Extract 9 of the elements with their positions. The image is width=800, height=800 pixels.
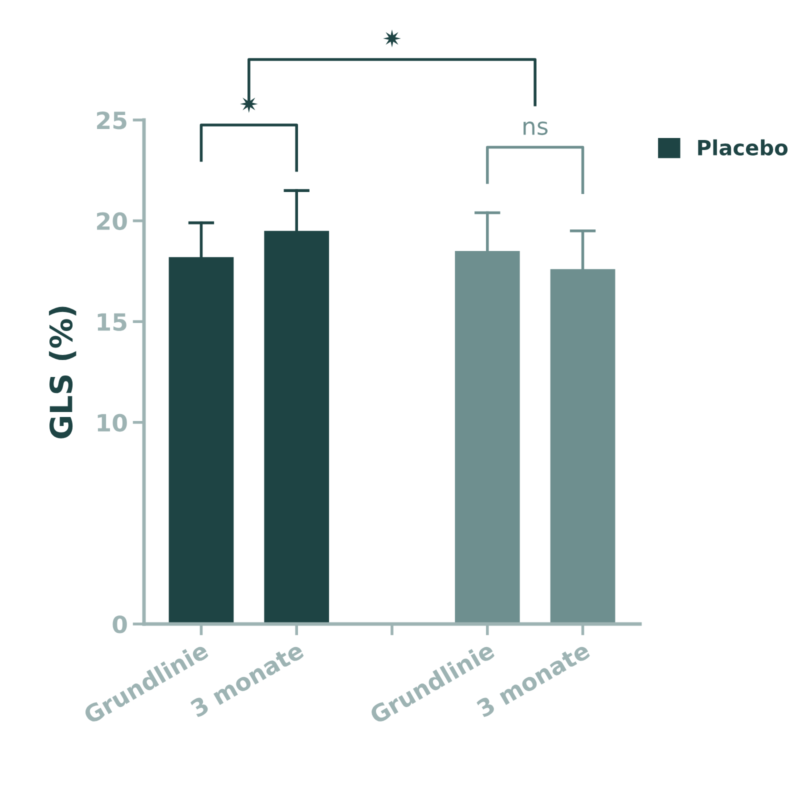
y-tick-label: 20 (97, 212, 127, 230)
y-tick-label: 10 (98, 414, 127, 432)
y-tick-label: 0 (112, 615, 127, 634)
text: ✷ (383, 30, 401, 48)
y-axis-title: GLS (%) (48, 306, 76, 438)
legend-label: Placebo (698, 139, 788, 156)
annotation: ns (524, 122, 548, 136)
y-tick-label: 15 (98, 313, 126, 331)
y-tick-label: 25 (97, 111, 126, 130)
